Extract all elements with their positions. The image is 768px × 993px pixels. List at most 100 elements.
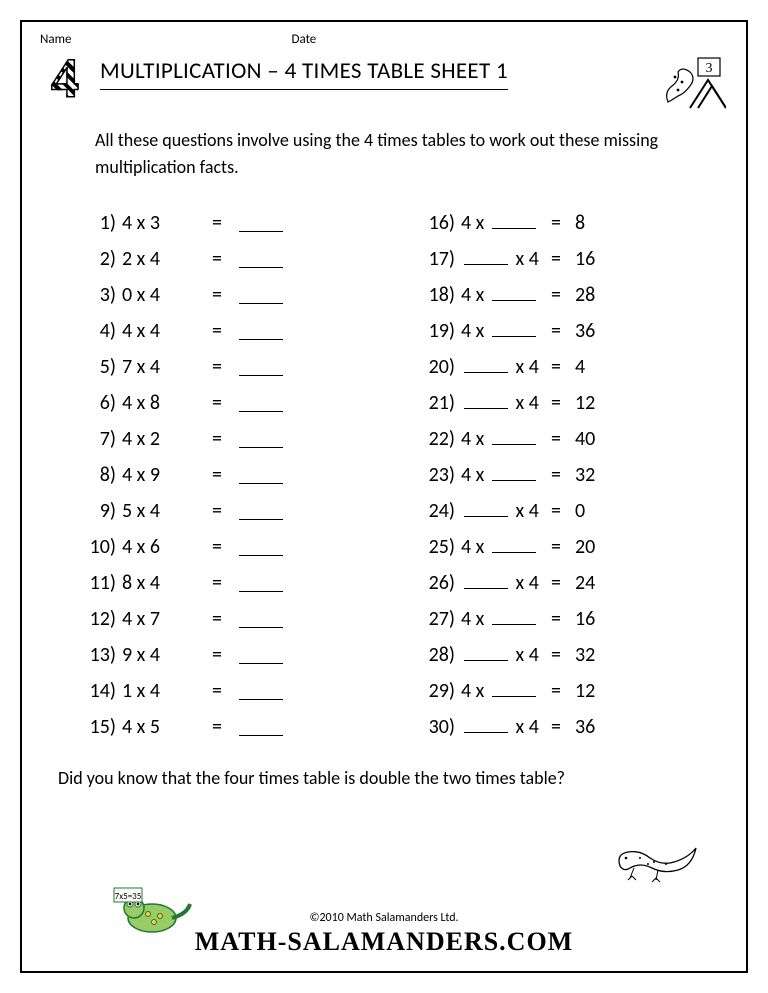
problem-row: 10)4 x 6=: [80, 529, 389, 565]
answer-blank[interactable]: [239, 538, 283, 556]
answer-blank[interactable]: [239, 610, 283, 628]
equals-sign: =: [551, 571, 575, 595]
factor-blank[interactable]: [492, 283, 536, 301]
factor-blank[interactable]: [464, 391, 508, 409]
problem-number: 3): [80, 283, 122, 307]
problem-expression: 4 x: [461, 607, 551, 631]
answer-value: 8: [575, 211, 615, 235]
equals-sign: =: [551, 247, 575, 271]
copyright-text: ©2010 Math Salamanders Ltd.: [22, 911, 746, 925]
problem-row: 5)7 x 4=: [80, 349, 389, 385]
answer-value: 4: [575, 355, 615, 379]
problem-number: 27): [419, 607, 461, 631]
name-label: Name: [40, 32, 71, 47]
problem-number: 9): [80, 499, 122, 523]
problem-expression: x 4: [461, 571, 551, 595]
equals-sign: =: [551, 715, 575, 739]
factor-blank[interactable]: [464, 715, 508, 733]
equals-sign: =: [551, 283, 575, 307]
problem-number: 22): [419, 427, 461, 451]
problem-expression: 4 x 7: [122, 607, 212, 631]
factor-blank[interactable]: [464, 247, 508, 265]
problem-number: 2): [80, 247, 122, 271]
answer-blank[interactable]: [239, 574, 283, 592]
equals-sign: =: [551, 607, 575, 631]
answer-blank[interactable]: [239, 646, 283, 664]
equals-sign: =: [212, 427, 236, 451]
footnote-text: Did you know that the four times table i…: [58, 767, 728, 789]
answer-value: 12: [575, 679, 615, 703]
problem-expression: 4 x: [461, 211, 551, 235]
problem-row: 16)4 x =8: [419, 205, 728, 241]
problem-expression: x 4: [461, 499, 551, 523]
answer-blank[interactable]: [239, 286, 283, 304]
problem-expression: 4 x 5: [122, 715, 212, 739]
answer-value: 16: [575, 247, 615, 271]
site-name: MATH-SALAMANDERS.COM: [22, 927, 746, 957]
problem-row: 24) x 4=0: [419, 493, 728, 529]
problem-row: 15)4 x 5=: [80, 709, 389, 745]
answer-blank[interactable]: [239, 214, 283, 232]
problem-number: 29): [419, 679, 461, 703]
factor-blank[interactable]: [492, 679, 536, 697]
problem-row: 14)1 x 4=: [80, 673, 389, 709]
factor-blank[interactable]: [492, 211, 536, 229]
equals-sign: =: [551, 643, 575, 667]
answer-blank[interactable]: [239, 718, 283, 736]
problems-area: 1)4 x 3=2)2 x 4=3)0 x 4=4)4 x 4=5)7 x 4=…: [40, 205, 728, 745]
instructions-text: All these questions involve using the 4 …: [95, 127, 728, 181]
equals-sign: =: [212, 535, 236, 559]
problem-expression: 0 x 4: [122, 283, 212, 307]
equals-sign: =: [212, 391, 236, 415]
problem-expression: x 4: [461, 391, 551, 415]
equals-sign: =: [212, 607, 236, 631]
factor-blank[interactable]: [492, 535, 536, 553]
problem-number: 26): [419, 571, 461, 595]
problem-expression: 4 x: [461, 535, 551, 559]
factor-blank[interactable]: [464, 355, 508, 373]
problem-row: 18)4 x =28: [419, 277, 728, 313]
problem-number: 28): [419, 643, 461, 667]
problem-number: 18): [419, 283, 461, 307]
answer-blank[interactable]: [239, 250, 283, 268]
problem-row: 30) x 4=36: [419, 709, 728, 745]
problem-row: 28) x 4=32: [419, 637, 728, 673]
header: 4 MULTIPLICATION – 4 TIMES TABLE SHEET 1…: [40, 51, 728, 113]
answer-blank[interactable]: [239, 466, 283, 484]
problem-expression: 8 x 4: [122, 571, 212, 595]
problem-number: 15): [80, 715, 122, 739]
answer-blank[interactable]: [239, 430, 283, 448]
factor-blank[interactable]: [492, 607, 536, 625]
problem-expression: 9 x 4: [122, 643, 212, 667]
problem-number: 30): [419, 715, 461, 739]
problem-expression: 1 x 4: [122, 679, 212, 703]
problem-expression: 2 x 4: [122, 247, 212, 271]
svg-text:7x5=35: 7x5=35: [115, 891, 142, 902]
problem-row: 13)9 x 4=: [80, 637, 389, 673]
answer-blank[interactable]: [239, 502, 283, 520]
equals-sign: =: [212, 247, 236, 271]
problem-number: 6): [80, 391, 122, 415]
equals-sign: =: [551, 319, 575, 343]
answer-blank[interactable]: [239, 682, 283, 700]
problem-number: 25): [419, 535, 461, 559]
answer-blank[interactable]: [239, 394, 283, 412]
factor-blank[interactable]: [464, 571, 508, 589]
problem-row: 7)4 x 2=: [80, 421, 389, 457]
factor-blank[interactable]: [492, 319, 536, 337]
factor-blank[interactable]: [464, 643, 508, 661]
factor-blank[interactable]: [492, 427, 536, 445]
factor-blank[interactable]: [492, 463, 536, 481]
equals-sign: =: [551, 463, 575, 487]
problem-row: 8)4 x 9=: [80, 457, 389, 493]
answer-value: 32: [575, 463, 615, 487]
salamander-logo-icon: 3: [658, 51, 728, 113]
problem-row: 22)4 x =40: [419, 421, 728, 457]
problem-row: 11)8 x 4=: [80, 565, 389, 601]
answer-blank[interactable]: [239, 358, 283, 376]
right-column: 16)4 x =817) x 4=1618)4 x =2819)4 x =362…: [419, 205, 728, 745]
problem-number: 1): [80, 211, 122, 235]
answer-blank[interactable]: [239, 322, 283, 340]
problem-expression: x 4: [461, 355, 551, 379]
factor-blank[interactable]: [464, 499, 508, 517]
